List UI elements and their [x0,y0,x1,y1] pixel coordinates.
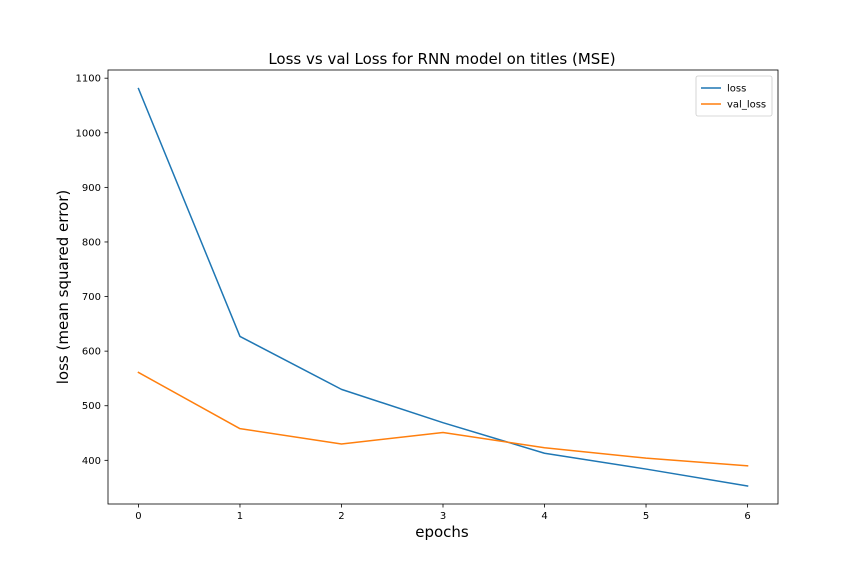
y-tick-label: 700 [82,292,101,303]
y-tick-label: 1100 [76,74,101,85]
x-tick-label: 3 [440,511,446,522]
y-tick-label: 1000 [76,128,101,139]
plot-area: 0 1 2 3 4 5 6 400 500 600 700 800 900 1000 1100 [76,69,779,522]
x-tick-label: 2 [338,511,344,522]
y-tick-label: 900 [82,183,101,194]
y-tick-label: 500 [82,401,101,412]
x-axis-title: epochs [415,523,469,541]
series-line-loss [137,87,749,487]
y-tick-label: 600 [82,347,101,358]
x-tick-label: 4 [541,511,547,522]
y-axis-title: loss (mean squared error) [54,190,72,384]
legend-box [695,75,773,117]
y-tick-label: 400 [82,456,101,467]
x-tick-label: 0 [135,511,141,522]
legend: loss val_loss [695,75,773,117]
legend-label-loss: loss [727,84,746,95]
legend-label-val_loss: val_loss [727,100,766,111]
y-tick-label: 800 [82,237,101,248]
x-tick-label: 5 [643,511,649,522]
series-line-val_loss [137,371,749,467]
x-tick-label: 6 [744,511,750,522]
chart-title: Loss vs val Loss for RNN model on titles… [268,50,615,68]
x-tick-label: 1 [237,511,243,522]
